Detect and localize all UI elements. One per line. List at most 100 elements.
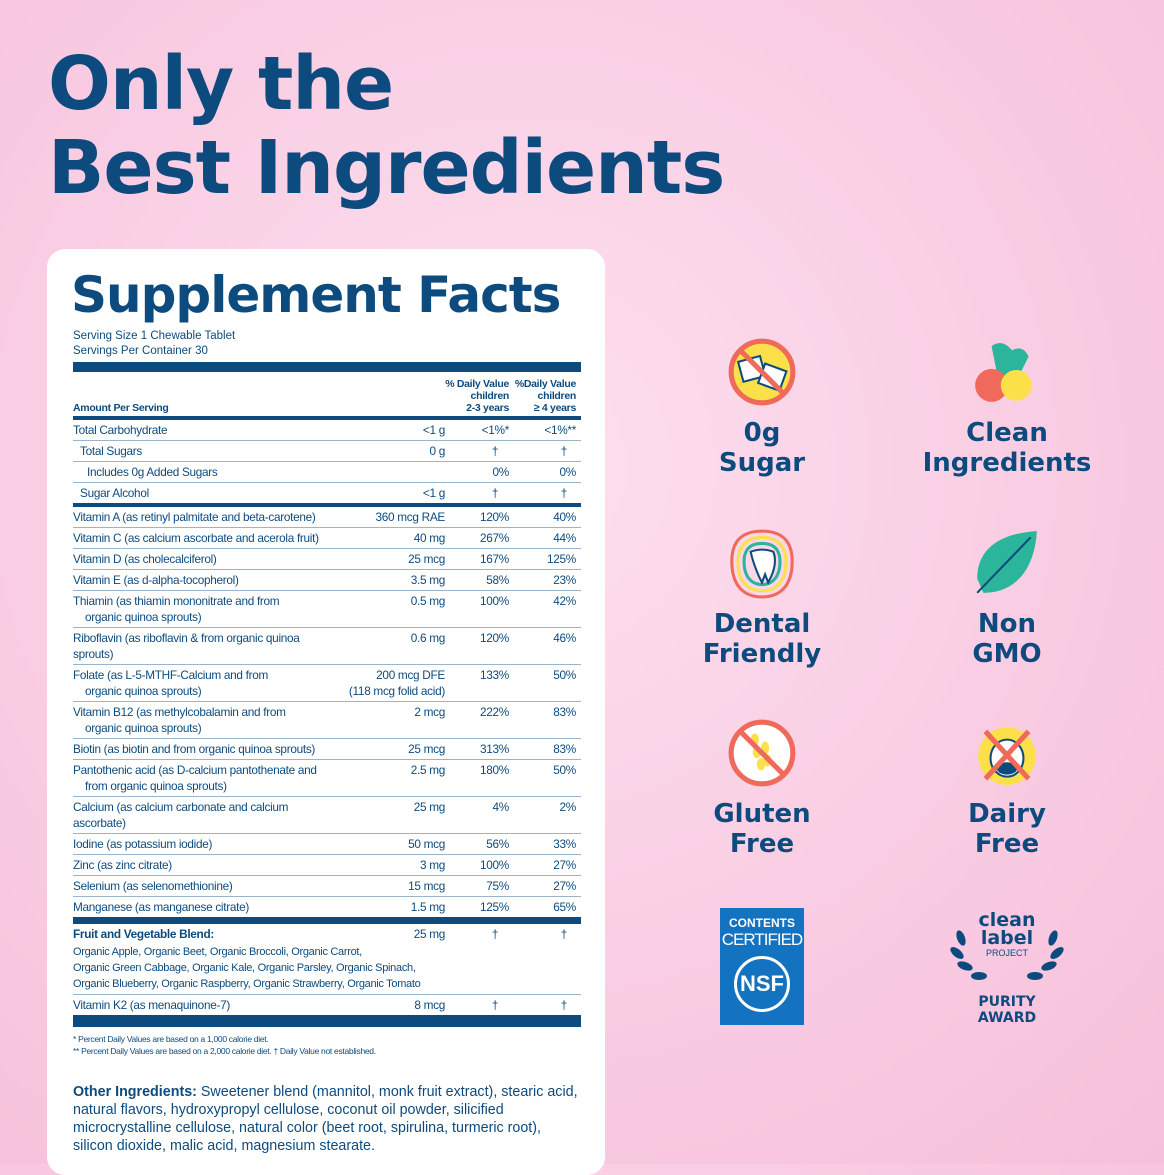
nutrient-name: Vitamin C (as calcium ascorbate and acer… xyxy=(73,530,347,546)
nutrient-amount xyxy=(347,464,447,480)
nutrient-name: Includes 0g Added Sugars xyxy=(73,464,347,480)
dv-2-3-value: 167% xyxy=(480,552,509,566)
clean-label-line-3: PROJECT xyxy=(986,948,1029,958)
nutrient-name-line: organic quinoa sprouts) xyxy=(85,684,202,698)
supplement-facts-title: Supplement Facts xyxy=(71,266,561,324)
nutrient-name-line: Pantothenic acid (as D-calcium pantothen… xyxy=(73,763,317,777)
dv-2-3-value: 75% xyxy=(486,879,509,893)
dv-2-3-value: † xyxy=(491,486,499,500)
nutrient-name: Calcium (as calcium carbonate and calciu… xyxy=(73,799,347,831)
nutrient-amount: 25 mcg xyxy=(347,551,447,567)
dv-4-value: 46% xyxy=(553,631,576,645)
amount-line: 15 mcg xyxy=(408,879,445,893)
dv-4-value: 44% xyxy=(553,531,576,545)
nutrient-name: Total Sugars xyxy=(73,443,347,459)
purity-award-text: PURITY AWARD xyxy=(977,994,1037,1026)
nutrient-name-line: Includes 0g Added Sugars xyxy=(87,465,218,479)
nutrient-name-line: Riboflavin (as riboflavin & from organic… xyxy=(73,631,300,661)
nutrient-amount: 200 mcg DFE (118 mcg folid acid) xyxy=(347,667,447,699)
no-wheat-icon xyxy=(728,719,796,787)
dv-2-3-value: <1%* xyxy=(481,423,510,437)
nutrient-row: Pantothenic acid (as D-calcium pantothen… xyxy=(73,759,581,796)
supplement-facts-panel: Supplement Facts Serving Size 1 Chewable… xyxy=(47,249,605,1175)
badge-label-line: Free xyxy=(974,829,1040,859)
nutrient-name: Total Carbohydrate xyxy=(73,422,347,438)
nutrient-amount: <1 g xyxy=(347,422,447,438)
headline-line-1: Only the xyxy=(48,41,394,127)
nutrient-name-line: Total Sugars xyxy=(80,444,142,458)
divider-bar xyxy=(73,1015,581,1027)
nutrient-amount: 2.5 mg xyxy=(347,762,447,794)
dv-4-value: 83% xyxy=(553,742,576,756)
dv-4-header: %Daily Value children ≥ 4 years xyxy=(514,378,576,414)
table-header: Amount Per Serving % Daily Value children… xyxy=(73,372,581,416)
nutrient-row: Iodine (as potassium iodide) 50 mcg 56% 33% xyxy=(73,833,581,854)
nutrient-name: Pantothenic acid (as D-calcium pantothen… xyxy=(73,762,347,794)
badge-label: Gluten Free xyxy=(662,799,862,859)
nutrient-name-line: Selenium (as selenomethionine) xyxy=(73,879,233,893)
nutrient-amount: 40 mg xyxy=(347,530,447,546)
dv-2-3-value: 125% xyxy=(480,900,509,914)
nutrient-amount: 3 mg xyxy=(347,857,447,873)
dv-2-3-value: 100% xyxy=(480,858,509,872)
blend-row: Fruit and Vegetable Blend: 25 mg † † xyxy=(73,924,581,944)
dv-2-3-value: 180% xyxy=(480,763,509,777)
clean-label-line-1: clean xyxy=(978,909,1035,931)
dv-4-value: 0% xyxy=(559,465,577,479)
nutrient-name: Manganese (as manganese citrate) xyxy=(73,899,347,915)
nutrient-name-line: Total Carbohydrate xyxy=(73,423,168,437)
clean-label-purity-award: clean label PROJECT PURITY AWARD xyxy=(907,908,1107,1026)
nutrient-name: Selenium (as selenomethionine) xyxy=(73,878,347,894)
nutrient-name: Biotin (as biotin and from organic quino… xyxy=(73,741,347,757)
badge-label-line: Ingredients xyxy=(922,448,1092,478)
divider-bar xyxy=(73,362,581,372)
nutrient-row: Vitamin B12 (as methylcobalamin and from… xyxy=(73,701,581,738)
amount-line: 0.5 mg xyxy=(410,594,446,608)
nutrient-name-line: Vitamin A (as retinyl palmitate and beta… xyxy=(73,510,316,524)
nutrient-row: Includes 0g Added Sugars 0% 0% xyxy=(73,461,581,482)
nutrient-row: Zinc (as zinc citrate) 3 mg 100% 27% xyxy=(73,854,581,875)
amount-line: 200 mcg DFE xyxy=(376,668,445,682)
dv-2-3-value: 120% xyxy=(480,510,509,524)
badge-dental-friendly: Dental Friendly xyxy=(662,527,862,669)
nutrient-amount: 25 mcg xyxy=(347,741,447,757)
headline-line-2: Best Ingredients xyxy=(48,125,725,211)
dv-4-value: † xyxy=(560,486,568,500)
blend-ingredients: Organic Apple, Organic Beet, Organic Bro… xyxy=(73,946,421,990)
nutrient-row: Thiamin (as thiamin mononitrate and from… xyxy=(73,590,581,627)
nutrient-name-line: Vitamin C (as calcium ascorbate and acer… xyxy=(73,531,319,545)
other-ingredients: Other Ingredients: Sweetener blend (mann… xyxy=(73,1084,578,1154)
amount-line: 40 mg xyxy=(413,531,446,545)
badge-label-line: Sugar xyxy=(718,448,806,478)
dv-4-value: 65% xyxy=(553,900,576,914)
clean-label-line-2: label xyxy=(981,927,1033,949)
nutrient-name: Vitamin E (as d-alpha-tocopherol) xyxy=(73,572,347,588)
blend-dv-4: † xyxy=(560,927,568,941)
badge-0g-sugar: 0g Sugar xyxy=(662,336,862,478)
badge-label-line: GMO xyxy=(972,639,1042,669)
dv-4-value: 42% xyxy=(553,594,576,608)
nutrient-name-line: organic quinoa sprouts) xyxy=(85,610,202,624)
blend-block: Fruit and Vegetable Blend: 25 mg † † Org… xyxy=(73,924,581,994)
amount-line: (118 mcg folid acid) xyxy=(348,684,445,698)
divider-bar xyxy=(73,416,581,420)
footnotes: * Percent Daily Values are based on a 1,… xyxy=(73,1034,376,1056)
nutrient-amount: 1.5 mg xyxy=(347,899,447,915)
dv-2-3-value: 0% xyxy=(492,465,510,479)
badge-label: Dental Friendly xyxy=(662,609,862,669)
nutrient-row: Vitamin A (as retinyl palmitate and beta… xyxy=(73,507,581,527)
nutrient-name-line: Manganese (as manganese citrate) xyxy=(73,900,249,914)
dv-2-3-value: 56% xyxy=(486,837,509,851)
dv-2-3-value: 133% xyxy=(480,668,509,682)
amount-line: <1 g xyxy=(422,486,445,500)
serving-size: Serving Size 1 Chewable Tablet xyxy=(73,330,236,342)
nutrient-name: Sugar Alcohol xyxy=(73,485,347,501)
dv-4-value: 50% xyxy=(553,763,576,777)
amount-line: 25 mg xyxy=(413,800,446,814)
dv-4-value: 125% xyxy=(547,552,576,566)
amount-line: 25 mcg xyxy=(408,742,445,756)
blend-dv-2-3: † xyxy=(491,927,499,941)
vitamin-k2-row: Vitamin K2 (as menaquinone-7) 8 mcg † † xyxy=(73,994,581,1015)
nutrient-name-line: Zinc (as zinc citrate) xyxy=(73,858,172,872)
amount-line: 360 mcg RAE xyxy=(375,510,446,524)
